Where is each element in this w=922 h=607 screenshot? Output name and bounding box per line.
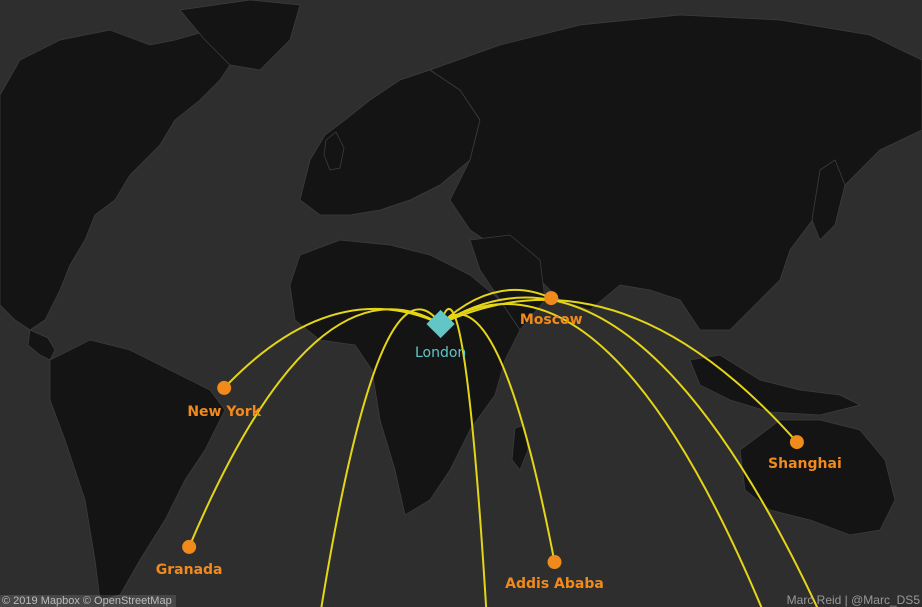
route-shanghai[interactable] [440, 298, 798, 443]
label-shanghai: Shanghai [768, 456, 842, 472]
south-america [49, 339, 226, 601]
label-granada: Granada [156, 562, 223, 578]
city-markers [182, 291, 804, 570]
label-london: London [415, 345, 466, 361]
label-new-york: New York [187, 404, 261, 420]
route-cape-town[interactable] [439, 307, 495, 607]
marker-addis-ababa[interactable] [547, 555, 562, 570]
africa [289, 239, 521, 516]
japan [811, 159, 846, 241]
marker-moscow[interactable] [544, 291, 559, 306]
british-isles [323, 131, 345, 171]
asia [429, 14, 922, 331]
greenland [179, 0, 301, 71]
route-new-york[interactable] [223, 307, 442, 389]
flight-routes [188, 288, 884, 607]
route-sao-paulo[interactable] [304, 308, 442, 607]
label-addis-ababa: Addis Ababa [505, 576, 604, 592]
marker-new-york[interactable] [217, 380, 232, 395]
map-attribution[interactable]: © 2019 Mapbox © OpenStreetMap [0, 595, 176, 607]
route-moscow[interactable] [439, 288, 552, 325]
north-america [0, 29, 241, 331]
marker-shanghai[interactable] [789, 435, 804, 450]
label-moscow: Moscow [520, 312, 583, 328]
author-credit: Marc Reid | @Marc_DS5 [786, 593, 920, 607]
marker-granada[interactable] [182, 539, 197, 554]
city-labels: New YorkGranadaSao PauloCape TownAddis A… [156, 312, 842, 592]
origin-marker-london[interactable] [426, 309, 455, 339]
route-sydney[interactable] [440, 296, 884, 607]
route-granada[interactable] [188, 308, 442, 548]
route-bali[interactable] [440, 302, 779, 607]
indonesia [689, 354, 862, 416]
